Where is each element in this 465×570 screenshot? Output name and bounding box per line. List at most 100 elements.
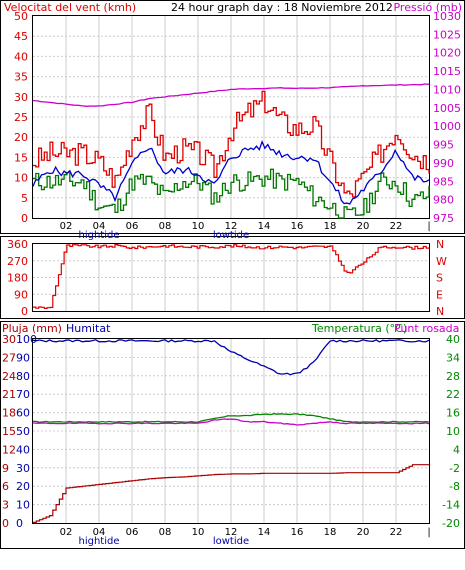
rain-y-tick-label: 24 xyxy=(2,370,16,383)
temperature-y-tick-label: -14 xyxy=(442,499,460,512)
humidity-y-tick-label: 90 xyxy=(16,351,30,364)
pressure-y-tick-label: 1000 xyxy=(433,120,461,133)
pressure-y-tick-label: 1020 xyxy=(433,47,461,60)
axis-labels: 0510152025303540455097598098599099510001… xyxy=(2,10,461,547)
pressure-y-tick-label: 980 xyxy=(433,194,454,207)
humidity-y-tick-label: 30 xyxy=(16,462,30,475)
temperature-line xyxy=(33,413,430,423)
x-tick-label: 22 xyxy=(390,221,403,232)
wind-y-tick-label: 20 xyxy=(14,131,28,144)
x-tick-label: 14 xyxy=(258,221,271,232)
x-tick-label: 08 xyxy=(159,527,172,538)
direction-y-tick-label: 0 xyxy=(21,305,28,318)
rain-y-tick-label: 0 xyxy=(2,517,9,530)
humidity-y-tick-label: 60 xyxy=(16,407,30,420)
rain-y-tick-label: 15 xyxy=(2,425,16,438)
humidity-y-tick-label: 70 xyxy=(16,388,30,401)
x-tick-label: 18 xyxy=(324,527,337,538)
wind-y-tick-label: 5 xyxy=(21,192,28,205)
pressure-y-tick-label: 1025 xyxy=(433,28,461,41)
pressure-title: Pressió (mb) xyxy=(393,1,462,14)
x-tick-label: 10 xyxy=(192,221,205,232)
rain-y-tick-label: 21 xyxy=(2,388,16,401)
wind-title: Velocitat del vent (kmh) xyxy=(4,1,136,14)
pressure-line xyxy=(32,83,430,107)
direction-y-tick-label: 180 xyxy=(7,272,28,285)
temperature-y-tick-label: 16 xyxy=(446,407,460,420)
x-tick-label: 12 xyxy=(225,527,238,538)
humidity-y-tick-label: 50 xyxy=(16,425,30,438)
temperature-y-tick-label: 22 xyxy=(446,388,460,401)
x-tick-label: 18 xyxy=(324,221,337,232)
rain-y-tick-label: 12 xyxy=(2,443,16,456)
wind-y-tick-label: 45 xyxy=(14,30,28,43)
x-tick-label: 20 xyxy=(357,221,370,232)
rain-y-tick-label: 6 xyxy=(2,480,9,493)
x-tick-label: 14 xyxy=(258,527,271,538)
temperature-y-tick-label: 40 xyxy=(446,333,460,346)
compass-tick-label: S xyxy=(436,272,443,285)
compass-tick-label: E xyxy=(436,288,443,301)
wind-y-tick-label: 15 xyxy=(14,151,28,164)
compass-tick-label: N xyxy=(436,238,444,251)
direction-line xyxy=(33,244,430,309)
rain-y-tick-label: 18 xyxy=(2,407,16,420)
x-tick-label: 02 xyxy=(60,527,73,538)
x-tick-label: 20 xyxy=(357,527,370,538)
x-tick-label: | xyxy=(427,527,430,538)
humidity-y-tick-label: 80 xyxy=(16,370,30,383)
x-tick-label: 12 xyxy=(225,221,238,232)
x-tick-label: 06 xyxy=(126,527,139,538)
humidity-title: Humitat xyxy=(66,322,111,335)
dewpoint-title: Punt rosada xyxy=(394,322,459,335)
pressure-y-tick-label: 985 xyxy=(433,175,454,188)
humidity-y-tick-label: 40 xyxy=(16,443,30,456)
direction-y-tick-label: 270 xyxy=(7,255,28,268)
wind-y-tick-label: 10 xyxy=(14,172,28,185)
chart-date-title: 24 hour graph day : 18 Noviembre 2012 xyxy=(171,1,393,14)
tide-label: hightide xyxy=(78,536,119,547)
pressure-y-tick-label: 995 xyxy=(433,139,454,152)
temperature-y-tick-label: 4 xyxy=(453,443,460,456)
humidity-y-tick-label: 10 xyxy=(16,499,30,512)
x-tick-label: 04 xyxy=(93,527,106,538)
wind-gust-line xyxy=(33,90,430,198)
temperature-y-tick-label: 28 xyxy=(446,370,460,383)
grid-lines xyxy=(33,16,429,523)
direction-plot-area xyxy=(32,243,430,312)
tide-label: lowtide xyxy=(213,230,249,241)
x-tick-label: 08 xyxy=(159,221,172,232)
pressure-y-tick-label: 990 xyxy=(433,157,454,170)
x-tick-label: 04 xyxy=(93,221,106,232)
rain-y-tick-label: 30 xyxy=(2,333,16,346)
rain-y-tick-label: 9 xyxy=(2,462,9,475)
temperature-y-tick-label: 10 xyxy=(446,425,460,438)
wind-low-line xyxy=(33,168,430,219)
temperature-title: Temperatura (°C) xyxy=(311,322,407,335)
wind-y-tick-label: 25 xyxy=(14,111,28,124)
temperature-y-tick-label: -20 xyxy=(442,517,460,530)
x-tick-label: 22 xyxy=(390,527,403,538)
rain-title: Pluja (mm) xyxy=(2,322,62,335)
temperature-y-tick-label: 34 xyxy=(446,351,460,364)
wind-y-tick-label: 30 xyxy=(14,91,28,104)
wind-y-tick-label: 50 xyxy=(14,10,28,23)
x-tick-label: 02 xyxy=(60,221,73,232)
series-layer xyxy=(32,83,430,523)
rain-y-tick-label: 27 xyxy=(2,351,16,364)
temperature-y-tick-label: -2 xyxy=(449,462,460,475)
pressure-y-tick-label: 1010 xyxy=(433,83,461,96)
climate-plot-area xyxy=(32,338,430,524)
humidity-y-tick-label: 0 xyxy=(16,517,23,530)
wind-y-tick-label: 35 xyxy=(14,71,28,84)
x-tick-label: 10 xyxy=(192,527,205,538)
x-tick-label: | xyxy=(427,221,430,232)
wind-average-line xyxy=(32,140,430,205)
humidity-y-tick-label: 100 xyxy=(16,333,37,346)
direction-y-tick-label: 360 xyxy=(7,238,28,251)
tide-label: hightide xyxy=(78,230,119,241)
pressure-y-tick-label: 1015 xyxy=(433,65,461,78)
tide-label: lowtide xyxy=(213,536,249,547)
wind-y-tick-label: 0 xyxy=(21,212,28,225)
